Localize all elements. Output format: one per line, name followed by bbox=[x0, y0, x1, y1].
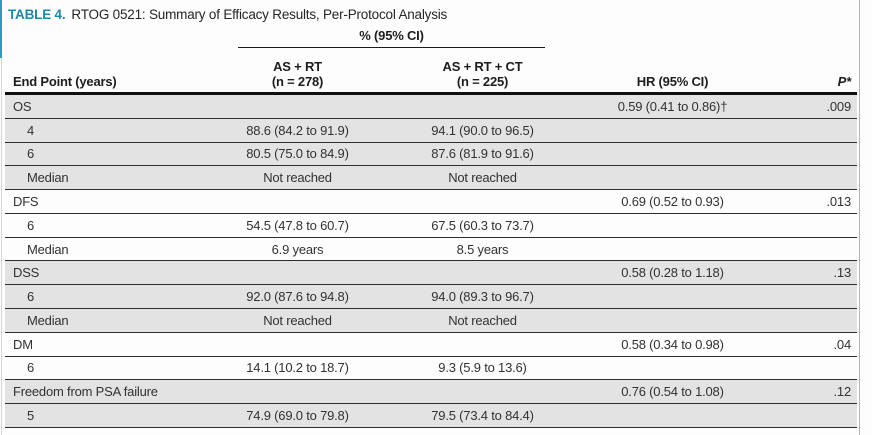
endpoint-cell: 5 bbox=[27, 408, 35, 424]
p-value-cell: .009 bbox=[826, 98, 851, 114]
table-body: OS 0.59 (0.41 to 0.86)† .009 4 88.6 (84.2 to… bbox=[5, 92, 857, 428]
table-row: Median 6.9 years 8.5 years bbox=[5, 238, 857, 262]
endpoint-cell: Freedom from PSA failure bbox=[13, 384, 158, 400]
endpoint-cell: DSS bbox=[13, 265, 40, 281]
scan-edge-blue-line bbox=[0, 0, 2, 58]
p-value-cell: .013 bbox=[826, 194, 851, 210]
as-rt-ct-value-cell: Not reached bbox=[448, 312, 517, 328]
table-row: 6 80.5 (75.0 to 84.9) 87.6 (81.9 to 91.6) bbox=[5, 142, 857, 167]
endpoint-cell: 6 bbox=[27, 360, 35, 376]
table-row: DSS 0.58 (0.28 to 1.18) .13 bbox=[5, 261, 857, 286]
column-header-row: End Point (years) AS + RT (n = 278) AS +… bbox=[5, 52, 857, 92]
table-title: TABLE 4. RTOG 0521: Summary of Efficacy R… bbox=[8, 7, 447, 22]
as-rt-ct-value-cell: 94.0 (89.3 to 96.7) bbox=[431, 289, 534, 305]
as-rt-value-cell: 14.1 (10.2 to 18.7) bbox=[246, 360, 349, 376]
column-header-hr: HR (95% CI) bbox=[636, 74, 709, 89]
as-rt-value-cell: 6.9 years bbox=[271, 241, 324, 257]
hr-value-cell: 0.69 (0.52 to 0.93) bbox=[621, 194, 724, 210]
as-rt-value-cell: 74.9 (69.0 to 79.8) bbox=[246, 408, 349, 424]
endpoint-cell: 6 bbox=[27, 289, 35, 305]
as-rt-ct-value-cell: 87.6 (81.9 to 91.6) bbox=[431, 146, 534, 162]
as-rt-value-cell: 92.0 (87.6 to 94.8) bbox=[246, 289, 349, 305]
p-value-cell: .04 bbox=[833, 336, 852, 352]
table-row: DM 0.58 (0.34 to 0.98) .04 bbox=[5, 333, 857, 357]
table-row: DFS 0.69 (0.52 to 0.93) .013 bbox=[5, 190, 857, 214]
column-header-endpoint: End Point (years) bbox=[13, 74, 117, 89]
hr-value-cell: 0.59 (0.41 to 0.86)† bbox=[617, 98, 728, 114]
table-row: Freedom from PSA failure 0.76 (0.54 to 1.… bbox=[5, 380, 857, 405]
endpoint-cell: Median bbox=[27, 241, 69, 257]
endpoint-cell: 6 bbox=[27, 146, 35, 162]
endpoint-cell: 6 bbox=[27, 217, 35, 233]
hr-value-cell: 0.58 (0.28 to 1.18) bbox=[621, 265, 724, 281]
as-rt-value-cell: 80.5 (75.0 to 84.9) bbox=[246, 146, 349, 162]
table-row: 6 54.5 (47.8 to 60.7) 67.5 (60.3 to 73.7) bbox=[5, 214, 857, 238]
endpoint-cell: Median bbox=[27, 170, 69, 186]
as-rt-value-cell: 54.5 (47.8 to 60.7) bbox=[246, 217, 349, 233]
column-header-p-value: P* bbox=[837, 74, 852, 89]
endpoint-cell: Median bbox=[27, 312, 69, 328]
table-row: OS 0.59 (0.41 to 0.86)† .009 bbox=[5, 95, 857, 119]
table-row: 6 14.1 (10.2 to 18.7) 9.3 (5.9 to 13.6) bbox=[5, 357, 857, 381]
column-header-as-rt: AS + RT (n = 278) bbox=[271, 59, 324, 89]
column-header-as-rt-ct: AS + RT + CT (n = 225) bbox=[442, 59, 523, 89]
endpoint-cell: DFS bbox=[13, 194, 39, 210]
as-rt-value-cell: 88.6 (84.2 to 91.9) bbox=[246, 122, 349, 138]
scan-edge-left-line bbox=[1, 58, 2, 435]
p-value-cell: .13 bbox=[833, 265, 852, 281]
as-rt-ct-value-cell: 94.1 (90.0 to 96.5) bbox=[431, 122, 534, 138]
table-row: Median Not reached Not reached bbox=[5, 309, 857, 333]
endpoint-cell: OS bbox=[13, 98, 32, 114]
as-rt-ct-value-cell: Not reached bbox=[448, 170, 517, 186]
table-row: 6 92.0 (87.6 to 94.8) 94.0 (89.3 to 96.7) bbox=[5, 285, 857, 310]
endpoint-cell: 4 bbox=[27, 122, 35, 138]
endpoint-cell: DM bbox=[13, 336, 33, 352]
table-row: 4 88.6 (84.2 to 91.9) 94.1 (90.0 to 96.5) bbox=[5, 118, 857, 143]
table-number: TABLE 4. bbox=[8, 7, 66, 22]
as-rt-ct-value-cell: 67.5 (60.3 to 73.7) bbox=[431, 217, 534, 233]
hr-value-cell: 0.76 (0.54 to 1.08) bbox=[621, 384, 724, 400]
as-rt-ct-value-cell: 79.5 (73.4 to 84.4) bbox=[431, 408, 534, 424]
spanner-header-pct-ci: % (95% CI) bbox=[238, 28, 545, 48]
table-caption: RTOG 0521: Summary of Efficacy Results, … bbox=[71, 7, 448, 22]
as-rt-value-cell: Not reached bbox=[263, 312, 332, 328]
table-row: 5 74.9 (69.0 to 79.8) 79.5 (73.4 to 84.4) bbox=[5, 404, 857, 428]
as-rt-ct-value-cell: 9.3 (5.9 to 13.6) bbox=[438, 360, 527, 376]
as-rt-value-cell: Not reached bbox=[263, 170, 332, 186]
as-rt-ct-value-cell: 8.5 years bbox=[456, 241, 509, 257]
scan-edge-right-line bbox=[859, 0, 860, 435]
hr-value-cell: 0.58 (0.34 to 0.98) bbox=[621, 336, 724, 352]
table-row: Median Not reached Not reached bbox=[5, 166, 857, 191]
p-value-cell: .12 bbox=[833, 384, 852, 400]
